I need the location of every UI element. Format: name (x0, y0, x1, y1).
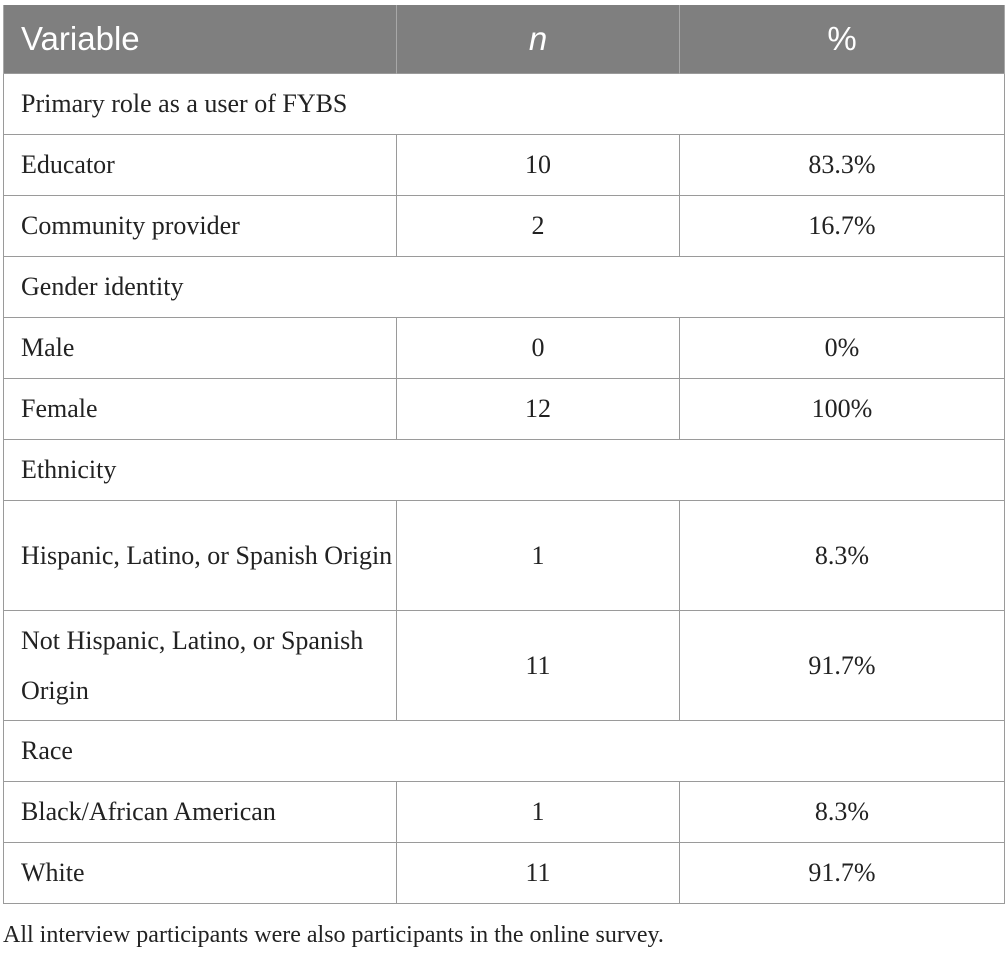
row-n: 2 (396, 195, 680, 257)
row-percent: 100% (679, 378, 1005, 440)
demographics-table: Variable n % Primary role as a user of F… (3, 5, 1005, 904)
row-percent: 8.3% (679, 781, 1005, 843)
row-percent: 91.7% (679, 842, 1005, 904)
header-percent: % (679, 5, 1005, 74)
table-row: Black/African American 1 8.3% (3, 781, 1005, 843)
row-label: Female (3, 378, 397, 440)
table-row: Educator 10 83.3% (3, 134, 1005, 196)
row-percent: 0% (679, 317, 1005, 379)
row-n: 11 (396, 842, 680, 904)
row-percent: 83.3% (679, 134, 1005, 196)
row-label: Black/African American (3, 781, 397, 843)
row-percent: 8.3% (679, 500, 1005, 611)
row-n: 12 (396, 378, 680, 440)
row-label: Hispanic, Latino, or Spanish Origin (3, 500, 397, 611)
section-label: Race (3, 720, 1005, 782)
row-percent: 91.7% (679, 610, 1005, 721)
section-row-ethnicity: Ethnicity (3, 439, 1005, 501)
table-row: Community provider 2 16.7% (3, 195, 1005, 257)
row-label: Educator (3, 134, 397, 196)
row-n: 10 (396, 134, 680, 196)
table-row: Hispanic, Latino, or Spanish Origin 1 8.… (3, 500, 1005, 611)
table-row: Not Hispanic, Latino, or Spanish Origin … (3, 610, 1005, 721)
row-label: White (3, 842, 397, 904)
demographics-table-container: Variable n % Primary role as a user of F… (3, 5, 1005, 904)
table-row: White 11 91.7% (3, 842, 1005, 904)
table-row: Female 12 100% (3, 378, 1005, 440)
section-row-race: Race (3, 720, 1005, 782)
row-n: 1 (396, 781, 680, 843)
header-n: n (396, 5, 680, 74)
table-footnote: All interview participants were also par… (3, 922, 664, 948)
section-row-primary-role: Primary role as a user of FYBS (3, 73, 1005, 135)
row-n: 11 (396, 610, 680, 721)
section-label: Gender identity (3, 256, 1005, 318)
section-label: Ethnicity (3, 439, 1005, 501)
table-header-row: Variable n % (3, 5, 1005, 74)
section-row-gender-identity: Gender identity (3, 256, 1005, 318)
table-row: Male 0 0% (3, 317, 1005, 379)
row-label: Not Hispanic, Latino, or Spanish Origin (3, 610, 397, 721)
row-n: 0 (396, 317, 680, 379)
row-label: Community provider (3, 195, 397, 257)
row-label: Male (3, 317, 397, 379)
section-label: Primary role as a user of FYBS (3, 73, 1005, 135)
row-percent: 16.7% (679, 195, 1005, 257)
header-variable: Variable (3, 5, 397, 74)
row-n: 1 (396, 500, 680, 611)
